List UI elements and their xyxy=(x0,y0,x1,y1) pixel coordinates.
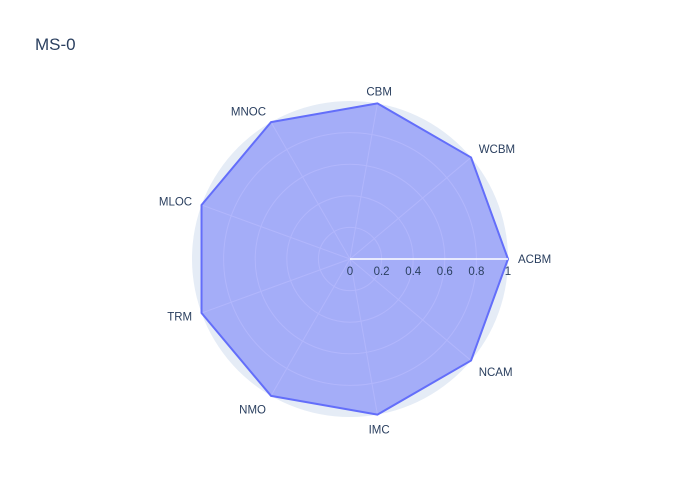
category-label: CBM xyxy=(366,87,392,99)
category-label: MLOC xyxy=(159,197,192,209)
radial-tick-label: 0.4 xyxy=(405,266,422,278)
radial-tick-label: 0.6 xyxy=(437,266,453,278)
category-label: ACBM xyxy=(518,254,551,266)
radial-tick-label: 0 xyxy=(347,266,353,278)
radial-axis: 0 0.2 0.4 0.6 0.8 1 xyxy=(347,258,511,278)
category-label: MNOC xyxy=(231,107,266,119)
chart-title: MS-0 xyxy=(35,35,76,54)
category-label: IMC xyxy=(369,424,390,436)
category-label: TRM xyxy=(167,311,192,323)
angular-axis-labels: ACBM WCBM CBM MNOC MLOC TRM NMO IMC NCAM xyxy=(159,87,551,437)
category-label: NMO xyxy=(239,404,266,416)
category-label: WCBM xyxy=(479,144,515,156)
radial-tick-label: 0.8 xyxy=(468,266,484,278)
radial-tick-label: 1 xyxy=(505,266,511,278)
category-label: NCAM xyxy=(479,367,513,379)
radial-tick-label: 0.2 xyxy=(374,266,390,278)
